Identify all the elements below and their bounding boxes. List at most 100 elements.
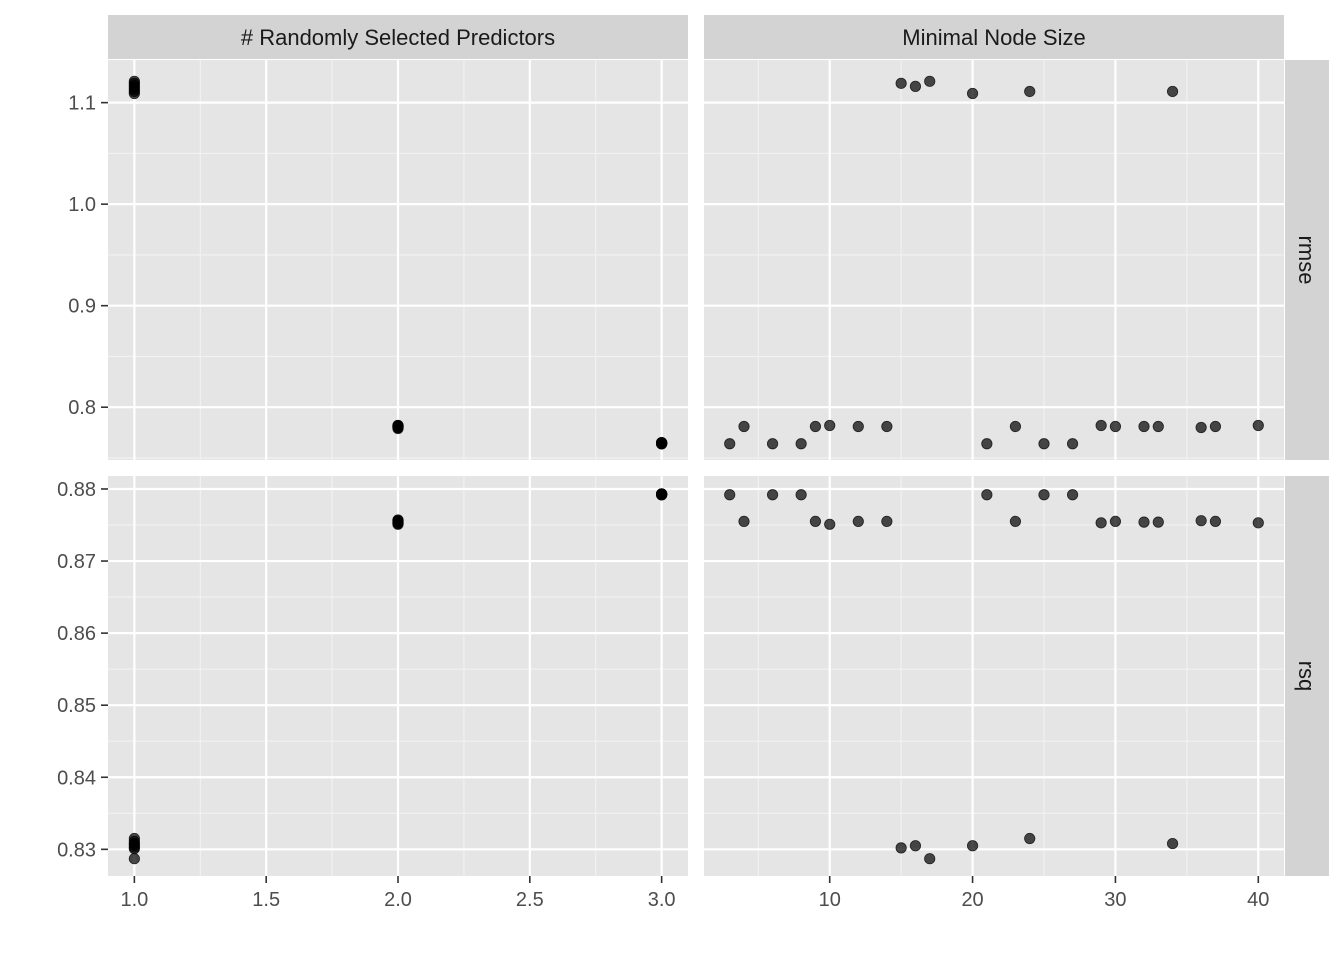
data-point (724, 489, 736, 501)
axes-layer: 0.80.91.01.10.830.840.850.860.870.881.0 1… (57, 93, 1269, 911)
data-point (1109, 420, 1122, 433)
x-tick-label: 3.0 (648, 889, 676, 911)
data-point (966, 840, 979, 852)
points-randomly-selected-predictors-rsq (128, 488, 668, 865)
points-randomly-selected-predictors-rmse (128, 75, 668, 450)
data-point (1095, 419, 1107, 432)
data-point (656, 488, 668, 500)
data-point (966, 87, 979, 100)
strip-minimal-node-size: Minimal Node Size (704, 15, 1284, 59)
data-point (1209, 515, 1222, 528)
x-tick-label: 20 (961, 889, 983, 911)
data-point (1152, 516, 1164, 528)
points-minimal-node-size-rsq (724, 489, 1264, 865)
data-point (724, 438, 736, 450)
data-point (909, 840, 922, 852)
data-point (852, 515, 864, 528)
y-axis-rsq: 0.83 0.84 0.85 0.86 0.87 0.88 (57, 479, 108, 861)
data-point (1166, 85, 1179, 98)
data-point (738, 420, 750, 433)
data-point (1038, 489, 1050, 501)
data-point (1066, 489, 1079, 501)
data-point (1166, 837, 1179, 850)
data-point (1252, 419, 1264, 432)
data-point (809, 515, 822, 528)
x-tick-label: 2.5 (516, 889, 544, 911)
data-point (1252, 517, 1264, 529)
data-point (824, 518, 836, 530)
x-axis-randomly-selected-predictors: 1.0 1.5 2.0 2.5 3.0 (120, 876, 676, 911)
data-point (128, 853, 140, 865)
strip-randomly-selected-predictors: # Randomly Selected Predictors (108, 15, 688, 59)
panel-randomly-selected-predictors-rsq (108, 476, 688, 876)
data-point (895, 842, 907, 854)
x-axis-minimal-node-size: 10 20 30 40 (819, 876, 1269, 911)
data-point (1024, 85, 1036, 98)
strip-label: rmse (1294, 236, 1319, 285)
strips-layer: # Randomly Selected Predictors Minimal No… (108, 15, 1329, 876)
data-point (981, 438, 993, 450)
data-point (1009, 420, 1022, 433)
data-point (824, 419, 836, 432)
x-tick-label: 1.0 (120, 889, 148, 911)
y-tick-label: 0.85 (57, 695, 96, 717)
y-tick-label: 0.83 (57, 839, 96, 861)
data-point (392, 421, 404, 434)
data-point (1066, 438, 1079, 450)
panel-background (704, 60, 1284, 460)
x-tick-label: 40 (1247, 889, 1269, 911)
data-point (656, 437, 668, 449)
data-point (809, 420, 822, 433)
y-tick-label: 0.86 (57, 623, 96, 645)
strip-label: rsq (1294, 661, 1319, 692)
data-point (881, 515, 893, 528)
data-point (766, 438, 779, 450)
strip-rsq: rsq (1285, 476, 1329, 876)
data-point (852, 420, 864, 433)
data-point (1138, 420, 1150, 433)
points-minimal-node-size-rmse (724, 75, 1264, 450)
strip-background (108, 15, 688, 59)
x-tick-label: 1.5 (252, 889, 280, 911)
data-point (895, 77, 907, 89)
data-point (1009, 515, 1022, 528)
data-point (924, 75, 936, 87)
data-point (128, 835, 140, 848)
y-tick-label: 1.1 (68, 93, 96, 115)
x-tick-label: 2.0 (384, 889, 412, 911)
data-point (881, 420, 893, 433)
x-tick-label: 30 (1104, 889, 1126, 911)
x-tick-label: 10 (819, 889, 841, 911)
data-point (1095, 517, 1107, 529)
y-tick-label: 0.88 (57, 479, 96, 501)
panels-layer (108, 60, 1284, 876)
data-point (766, 489, 779, 501)
data-point (795, 438, 807, 450)
data-point (1195, 421, 1207, 434)
strip-background (1285, 476, 1329, 876)
data-point (1209, 420, 1222, 433)
data-point (909, 80, 922, 92)
y-tick-label: 0.87 (57, 551, 96, 573)
data-point (981, 489, 993, 501)
strip-background (1285, 60, 1329, 460)
data-point (392, 516, 404, 528)
strip-label: # Randomly Selected Predictors (241, 25, 555, 50)
strip-rmse: rmse (1285, 60, 1329, 460)
panel-randomly-selected-predictors-rmse (108, 60, 688, 460)
data-point (1038, 438, 1050, 450)
data-point (1138, 516, 1150, 528)
y-tick-label: 0.8 (68, 397, 96, 419)
strip-background (704, 15, 1284, 59)
y-axis-rmse: 0.8 0.9 1.0 1.1 (68, 93, 108, 419)
y-tick-label: 0.9 (68, 296, 96, 318)
data-point (924, 853, 936, 865)
data-point (128, 77, 140, 89)
panel-minimal-node-size-rmse (704, 60, 1284, 460)
data-point (738, 515, 750, 528)
panel-minimal-node-size-rsq (704, 476, 1284, 876)
panel-background (704, 476, 1284, 876)
data-point (795, 489, 807, 501)
data-point (1195, 515, 1207, 527)
